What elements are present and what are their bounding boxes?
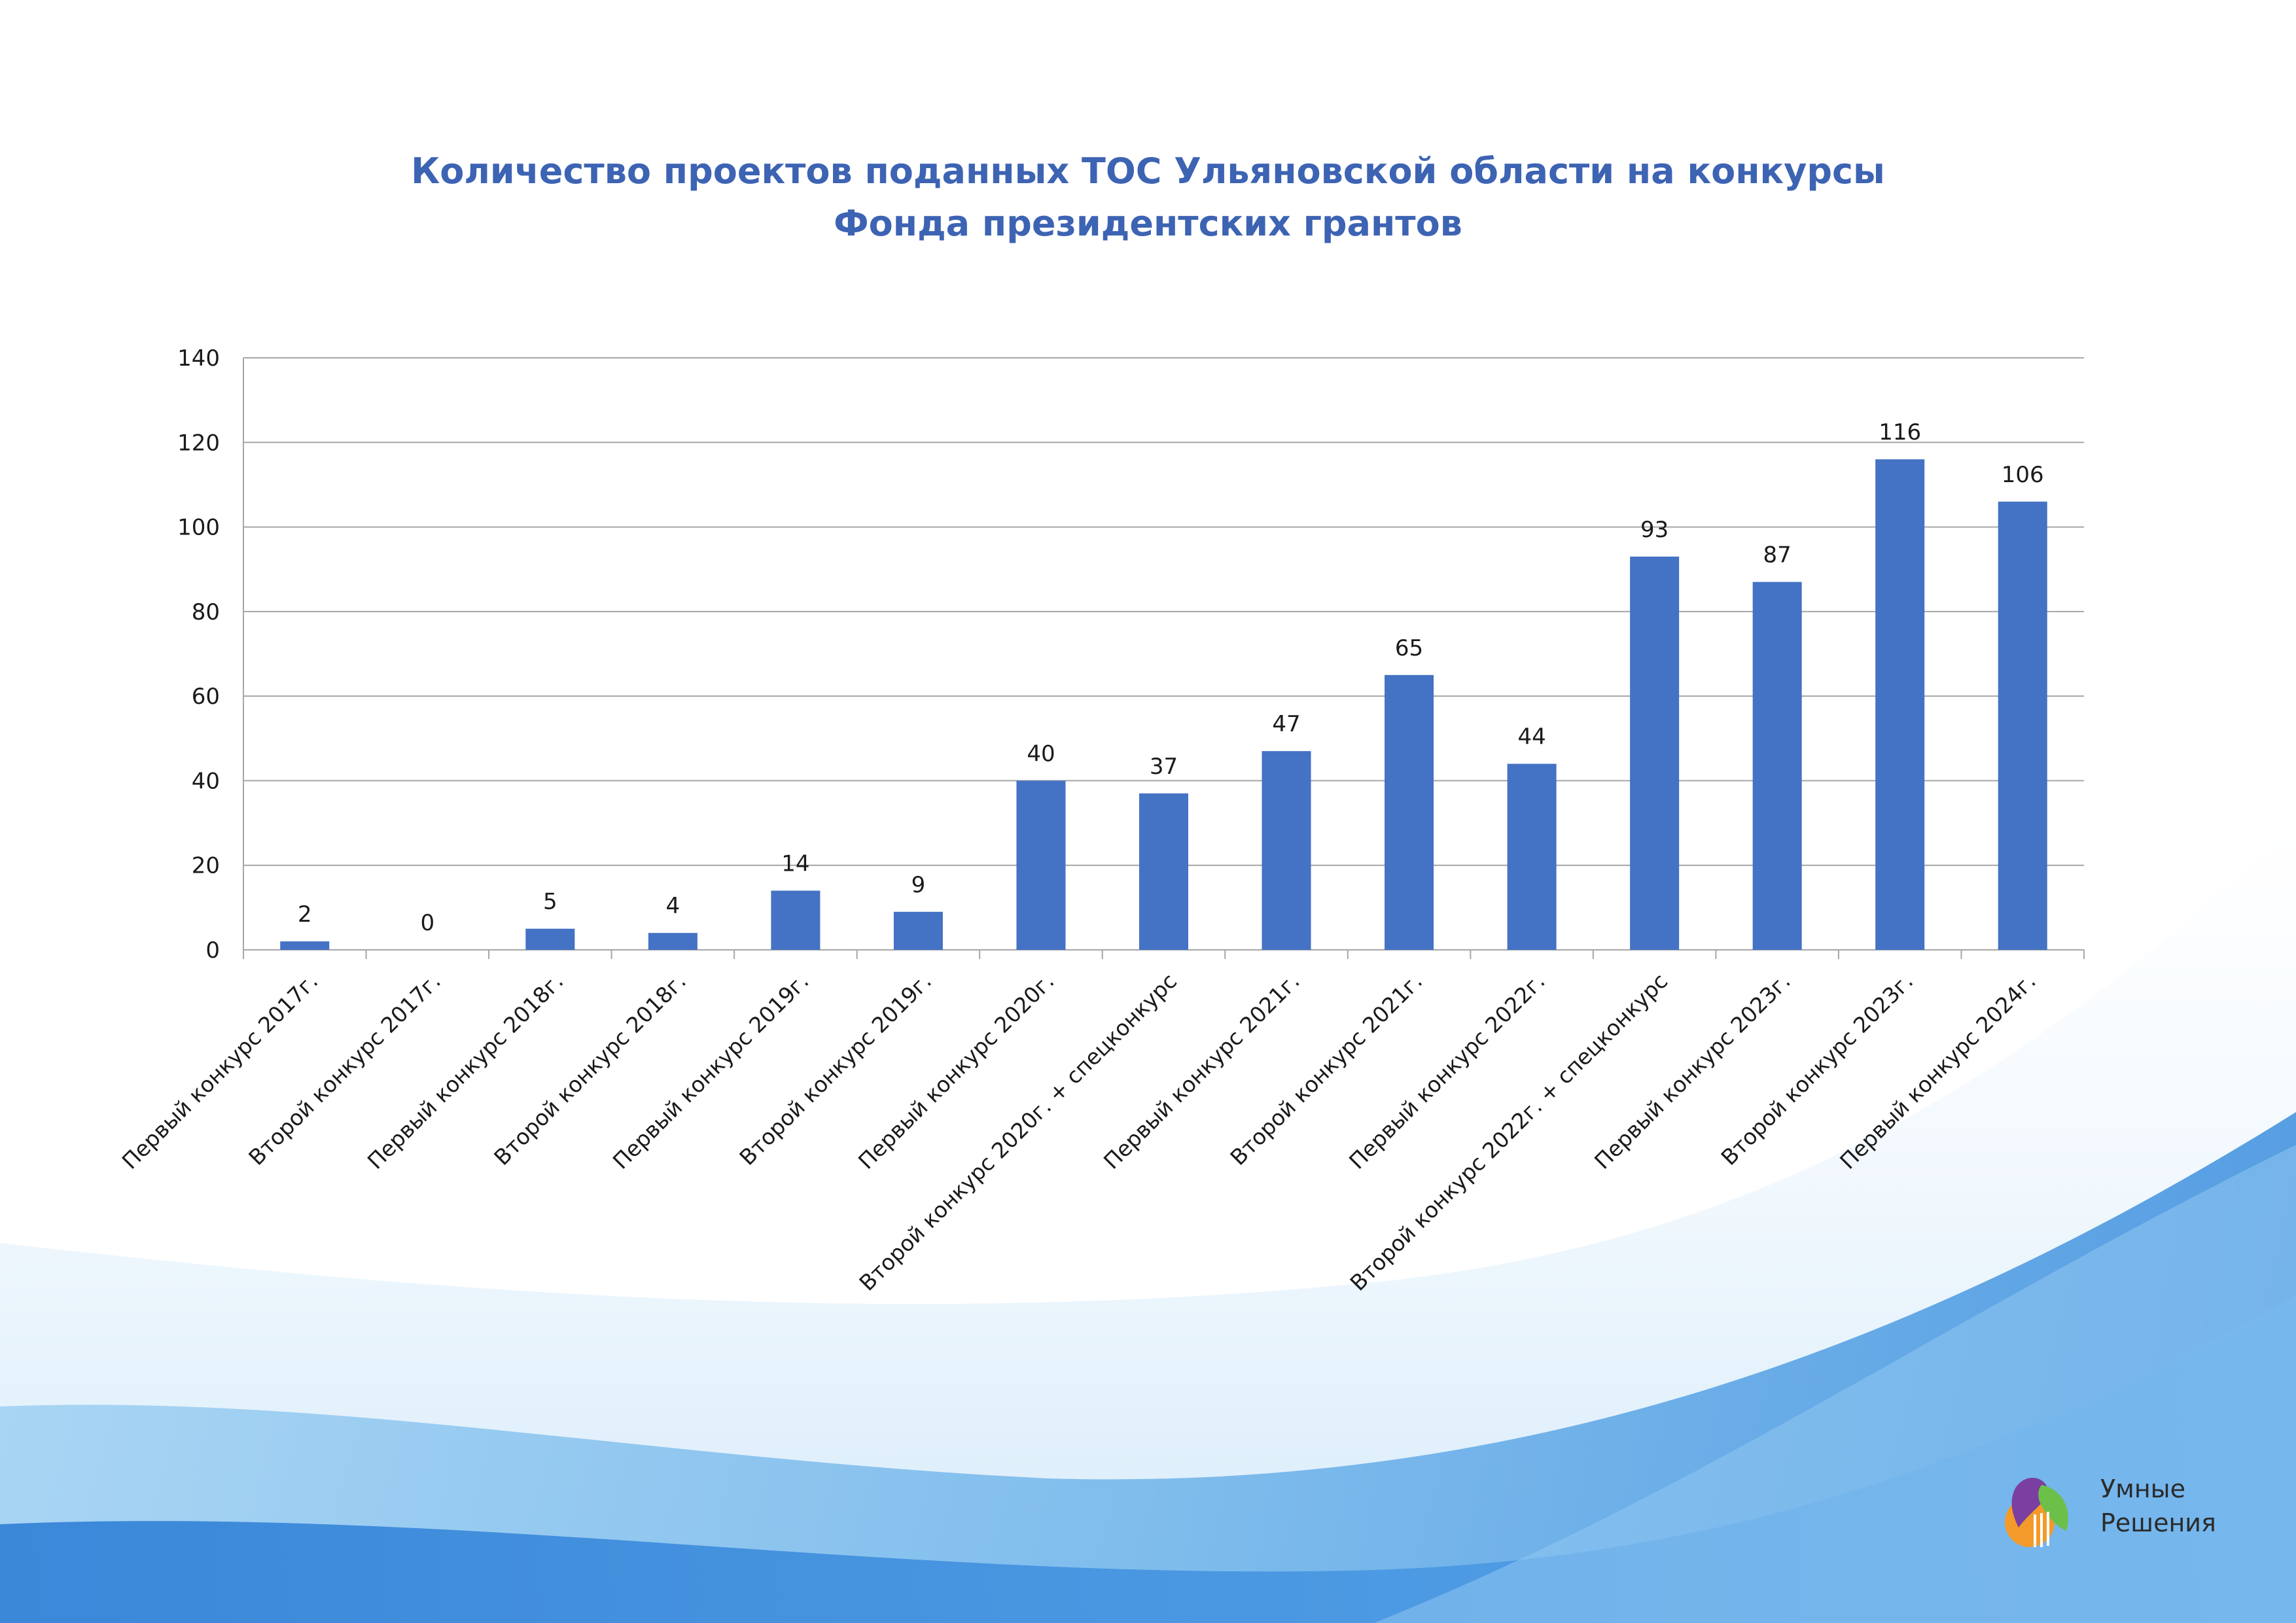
y-tick-label: 80 bbox=[192, 599, 220, 625]
data-label: 37 bbox=[1150, 754, 1178, 780]
data-label: 44 bbox=[1517, 724, 1545, 750]
y-tick-label: 40 bbox=[192, 768, 220, 794]
bar bbox=[1630, 556, 1680, 950]
data-label: 0 bbox=[420, 910, 434, 936]
x-tick-label: Первый конкурс 2018г. bbox=[362, 968, 569, 1174]
bar bbox=[648, 933, 698, 950]
bar bbox=[1875, 459, 1925, 950]
data-label: 2 bbox=[298, 901, 312, 928]
bar bbox=[771, 890, 821, 950]
chart-title: Количество проектов поданных ТОС Ульянов… bbox=[0, 145, 2296, 250]
data-label: 93 bbox=[1640, 517, 1669, 543]
logo-icon bbox=[2005, 1477, 2068, 1547]
logo-text-line-2: Решения bbox=[2100, 1509, 2216, 1537]
chart-title-line-1: Количество проектов поданных ТОС Ульянов… bbox=[411, 150, 1885, 192]
data-label: 47 bbox=[1272, 711, 1300, 737]
data-label: 65 bbox=[1395, 635, 1423, 661]
data-label: 14 bbox=[781, 851, 809, 877]
logo-text-line-1: Умные bbox=[2100, 1475, 2186, 1503]
bar bbox=[1752, 582, 1802, 950]
logo-text: Умные Решения bbox=[2100, 1472, 2216, 1540]
data-label: 116 bbox=[1879, 419, 1921, 445]
data-label: 5 bbox=[543, 889, 557, 915]
x-tick-label: Первый конкурс 2019г. bbox=[608, 968, 814, 1174]
y-tick-label: 0 bbox=[205, 937, 220, 964]
y-tick-label: 140 bbox=[177, 345, 220, 372]
x-tick-label: Первый конкурс 2023г. bbox=[1589, 968, 1795, 1174]
y-tick-label: 20 bbox=[192, 853, 220, 879]
bar bbox=[280, 941, 330, 950]
bar bbox=[1016, 780, 1066, 950]
data-label: 40 bbox=[1027, 741, 1055, 767]
bar bbox=[1998, 501, 2047, 950]
bar bbox=[1262, 751, 1311, 950]
bar bbox=[525, 928, 575, 950]
data-label: 9 bbox=[911, 872, 926, 898]
bar bbox=[1139, 793, 1189, 950]
y-tick-label: 100 bbox=[177, 515, 220, 541]
y-tick-label: 120 bbox=[177, 430, 220, 456]
chart-title-line-2: Фонда президентских грантов bbox=[834, 203, 1462, 244]
bar bbox=[893, 911, 943, 950]
y-tick-label: 60 bbox=[192, 684, 220, 710]
x-tick-label: Первый конкурс 2020г. bbox=[853, 968, 1059, 1174]
x-tick-label: Первый конкурс 2024г. bbox=[1835, 968, 2041, 1174]
x-tick-label: Первый конкурс 2021г. bbox=[1099, 968, 1305, 1174]
data-label: 87 bbox=[1763, 542, 1792, 568]
data-label: 4 bbox=[666, 893, 680, 919]
bar bbox=[1385, 674, 1434, 950]
data-label: 106 bbox=[2002, 462, 2044, 488]
bar bbox=[1507, 763, 1557, 950]
x-tick-label: Первый конкурс 2022г. bbox=[1344, 968, 1550, 1174]
x-tick-label: Первый конкурс 2017г. bbox=[117, 968, 323, 1174]
